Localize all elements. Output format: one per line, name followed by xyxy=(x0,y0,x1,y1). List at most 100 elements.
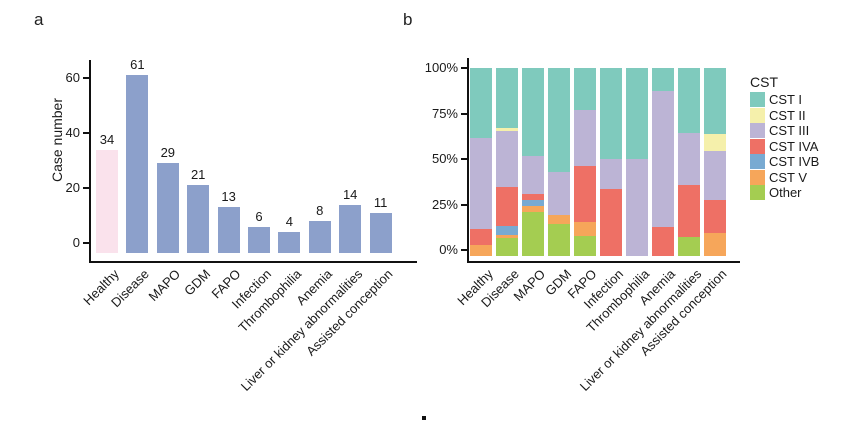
stack-seg-cst-i xyxy=(548,68,570,172)
panel-a-y-tick-label: 60 xyxy=(65,70,80,85)
legend-swatch-cst-iva xyxy=(750,138,765,154)
panel-b-y-tick-label: 25% xyxy=(431,196,458,212)
stack-seg-cst-v xyxy=(522,206,544,213)
stack-seg-cst-v xyxy=(470,244,492,256)
stack-seg-cst-iva xyxy=(600,189,622,256)
case-bar-disease xyxy=(126,75,149,253)
case-bar-value: 8 xyxy=(316,203,324,218)
case-bar-fapo xyxy=(217,207,240,253)
stack-seg-cst-iva xyxy=(574,165,596,222)
stack-seg-other xyxy=(574,235,596,256)
panel-b-y-tick xyxy=(461,158,468,160)
panel-b-label: b xyxy=(403,10,413,29)
case-bar-infection xyxy=(248,226,270,253)
cst-legend: CST CST I CST II CST III CST IVA CST IVB CST … xyxy=(750,74,855,214)
stack-seg-cst-iii xyxy=(470,137,492,229)
legend-swatch-cst-iii xyxy=(750,123,765,138)
stack-seg-cst-ii xyxy=(496,127,518,131)
case-bar-value: 21 xyxy=(190,167,206,183)
panel-a-y-tick-label: 40 xyxy=(65,125,80,140)
legend-label: CST II xyxy=(769,107,806,123)
stack-seg-cst-i xyxy=(678,68,700,133)
legend-label: CST IVB xyxy=(769,154,820,169)
panel-a-y-tick-label: 0 xyxy=(72,235,80,250)
case-bar-value: 29 xyxy=(160,145,176,161)
stack-seg-other xyxy=(678,237,700,256)
stack-seg-other xyxy=(522,212,544,256)
stack-seg-cst-v xyxy=(574,221,596,236)
panel-b-x-axis-line xyxy=(467,261,740,263)
stack-seg-cst-iii xyxy=(574,109,596,166)
case-bar-healthy xyxy=(96,149,118,253)
stack-seg-cst-i xyxy=(626,68,648,159)
stack-seg-cst-iii xyxy=(548,171,570,216)
stack-seg-cst-i xyxy=(652,68,674,91)
panel-b-y-axis-line xyxy=(467,58,469,263)
panel-a-y-tick xyxy=(83,77,90,79)
stack-seg-cst-v xyxy=(548,215,570,224)
stack-seg-other xyxy=(548,223,570,256)
panel-b-y-tick xyxy=(461,112,468,115)
case-bar-anemia xyxy=(308,221,331,253)
stack-seg-cst-i xyxy=(522,68,544,157)
case-bar-value: 14 xyxy=(342,186,358,202)
stack-seg-cst-iva xyxy=(652,227,674,256)
stack-seg-cst-iii xyxy=(600,159,622,190)
panel-a-y-axis-line xyxy=(89,60,91,263)
panel-b-y-tick-label: 75% xyxy=(431,105,458,121)
case-bar-value: 13 xyxy=(221,189,236,205)
legend-label: CST V xyxy=(769,169,808,185)
panel-b-y-tick xyxy=(461,67,468,69)
stray-mark xyxy=(422,416,426,420)
legend-label: CST IVA xyxy=(769,138,819,154)
case-bar-gdm xyxy=(187,185,210,253)
stack-seg-cst-v xyxy=(704,233,726,256)
case-bar-mapo xyxy=(156,163,179,253)
legend-label: CST I xyxy=(769,92,802,107)
stack-seg-cst-iii xyxy=(522,156,544,194)
panel-b-y-tick xyxy=(461,203,468,206)
legend-swatch-other xyxy=(750,185,765,200)
case-bar-value: 61 xyxy=(130,57,145,73)
case-bar-value: 4 xyxy=(285,214,293,229)
case-bar-value: 11 xyxy=(373,194,388,210)
stack-seg-cst-ivb xyxy=(496,226,518,236)
stack-seg-cst-i xyxy=(704,67,726,135)
panel-a-label: a xyxy=(34,10,44,29)
case-bar-thrombophilia xyxy=(278,232,301,253)
stack-seg-cst-v xyxy=(496,235,518,238)
panel-a-y-tick xyxy=(83,187,90,189)
stack-seg-cst-ivb xyxy=(522,199,544,207)
panel-b-y-tick-label: 100% xyxy=(424,60,458,75)
case-bar-value: 34 xyxy=(99,131,115,147)
stack-seg-cst-iii xyxy=(626,159,648,256)
panel-a-bar-chart: Case number 0 20 40 60 34 61 29 21 13 6 4 8 14 11 He… xyxy=(49,57,417,394)
panel-a-y-tick-label: 20 xyxy=(65,180,80,195)
stack-seg-cst-i xyxy=(496,68,518,128)
legend-swatch-cst-i xyxy=(750,92,765,107)
stack-seg-cst-iva xyxy=(522,193,544,200)
stack-seg-cst-i xyxy=(470,68,492,138)
case-bar-liver-or-kidney-abnormalities xyxy=(339,204,362,253)
case-bar-assisted-conception xyxy=(369,212,392,253)
stack-seg-other xyxy=(496,237,518,256)
stack-seg-cst-i xyxy=(600,68,622,159)
panel-a-y-tick xyxy=(83,242,90,244)
legend-swatch-cst-ivb xyxy=(750,154,765,169)
case-bar-value: 6 xyxy=(255,208,263,224)
stack-seg-cst-iii xyxy=(704,150,726,201)
stack-seg-cst-iva xyxy=(470,228,492,245)
legend-swatch-cst-v xyxy=(750,169,765,185)
legend-swatch-cst-ii xyxy=(750,107,765,123)
panel-b-y-tick-label: 50% xyxy=(431,151,458,166)
stack-seg-cst-iva xyxy=(496,187,518,227)
stack-seg-cst-i xyxy=(574,67,596,110)
legend-label: Other xyxy=(769,185,802,200)
stack-seg-cst-iva xyxy=(678,185,700,238)
stack-seg-cst-iii xyxy=(496,130,518,188)
panel-b-y-tick xyxy=(461,249,468,251)
panel-b-y-tick-label: 0% xyxy=(439,242,458,257)
legend-label: CST III xyxy=(769,123,810,138)
